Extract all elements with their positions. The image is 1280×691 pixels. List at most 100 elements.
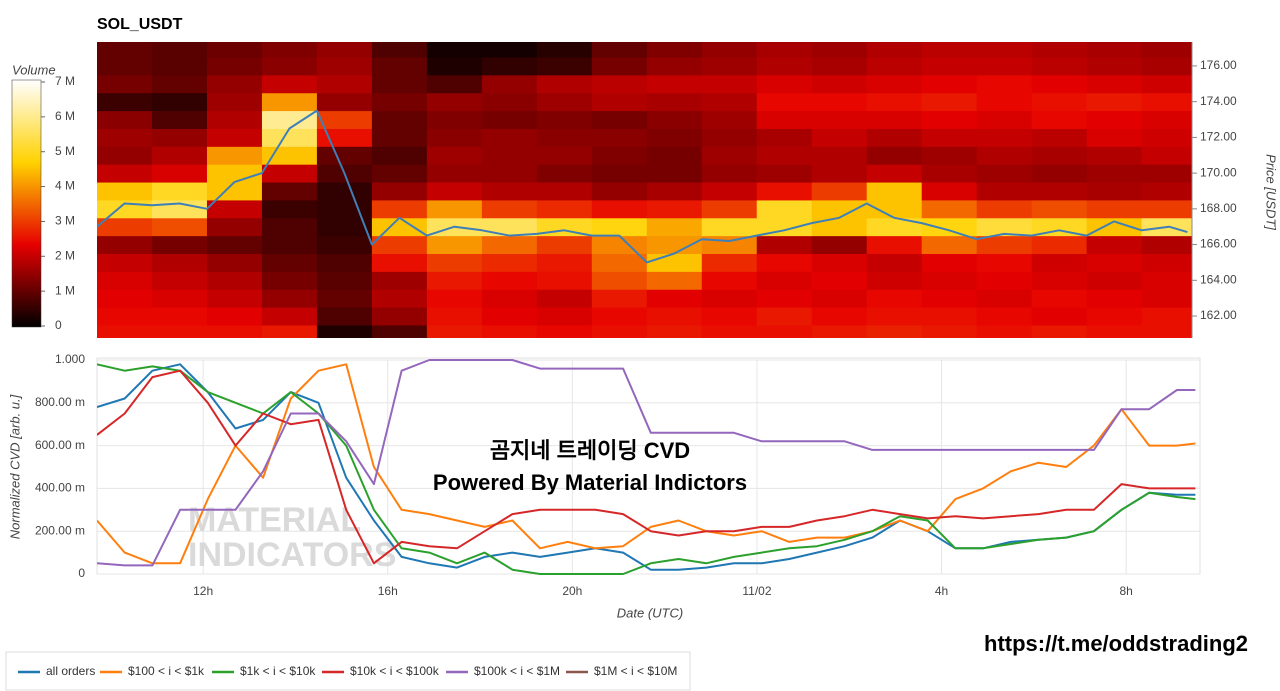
legend-label: $100k < i < $1M bbox=[474, 664, 560, 678]
colorbar-tick-label: 0 bbox=[55, 318, 62, 332]
heatmap-cell bbox=[97, 42, 153, 58]
heatmap-cell bbox=[1031, 324, 1088, 338]
heatmap-cell bbox=[151, 217, 208, 237]
heatmap-cell bbox=[646, 146, 703, 165]
heatmap-cell bbox=[536, 74, 593, 94]
heatmap-cell bbox=[646, 74, 703, 94]
heatmap-cell bbox=[1086, 74, 1143, 94]
heatmap-cell bbox=[1086, 92, 1143, 112]
y2-tick-label: 174.00 bbox=[1200, 94, 1237, 108]
heatmap-cell bbox=[261, 164, 318, 183]
heatmap-cell bbox=[151, 128, 208, 147]
heatmap-cell bbox=[481, 146, 538, 165]
heatmap-cell bbox=[1031, 253, 1088, 272]
heatmap-cell bbox=[1031, 182, 1088, 201]
heatmap-cell bbox=[151, 289, 208, 308]
heatmap-cell bbox=[261, 324, 318, 338]
heatmap-cell bbox=[591, 57, 648, 76]
heatmap-cell bbox=[756, 182, 813, 201]
heatmap-cell bbox=[316, 182, 373, 201]
x-tick-label: 12h bbox=[193, 584, 213, 598]
heatmap-cell bbox=[591, 146, 648, 165]
heatmap-cell bbox=[371, 42, 428, 58]
heatmap-cell bbox=[866, 146, 923, 165]
heatmap-cell bbox=[646, 92, 703, 112]
heatmap-cell bbox=[1086, 164, 1143, 183]
heatmap-cell bbox=[811, 110, 868, 129]
heatmap-cell bbox=[206, 74, 263, 94]
heatmap-cell bbox=[426, 164, 483, 183]
heatmap-cell bbox=[1141, 92, 1192, 112]
heatmap-cell bbox=[536, 289, 593, 308]
heatmap-cell bbox=[536, 253, 593, 272]
heatmap-cell bbox=[976, 182, 1033, 201]
heatmap-cell bbox=[646, 57, 703, 76]
heatmap-cell bbox=[591, 235, 648, 255]
heatmap-cell bbox=[1031, 164, 1088, 183]
plot-area bbox=[96, 357, 1201, 575]
heatmap-cell bbox=[151, 324, 208, 338]
legend-label: all orders bbox=[46, 664, 95, 678]
heatmap-cell bbox=[1086, 128, 1143, 147]
heatmap-cell bbox=[976, 128, 1033, 147]
heatmap-cell bbox=[1141, 128, 1192, 147]
heatmap-cell bbox=[151, 307, 208, 326]
heatmap-cell bbox=[206, 110, 263, 129]
legend-label: $100 < i < $1k bbox=[128, 664, 205, 678]
heatmap-cell bbox=[646, 235, 703, 255]
heatmap-cell bbox=[151, 235, 208, 255]
colorbar-tick-label: 6 M bbox=[55, 109, 75, 123]
heatmap-cell bbox=[371, 57, 428, 76]
heatmap-cell bbox=[701, 253, 758, 272]
heatmap-cell bbox=[316, 289, 373, 308]
heatmap-cell bbox=[811, 74, 868, 94]
heatmap-cell bbox=[866, 74, 923, 94]
x-tick-label: 4h bbox=[935, 584, 948, 598]
colorbar-tick-label: 5 M bbox=[55, 144, 75, 158]
price-line bbox=[97, 109, 1188, 264]
heatmap-cell bbox=[976, 164, 1033, 183]
heatmap-cell bbox=[426, 253, 483, 272]
heatmap-cell bbox=[97, 110, 153, 129]
y-tick-label: 800.00 m bbox=[35, 395, 85, 409]
heatmap-cell bbox=[756, 57, 813, 76]
annotation: Powered By Material Indictors bbox=[433, 470, 747, 495]
heatmap-cell bbox=[701, 217, 758, 237]
heatmap-cell bbox=[811, 42, 868, 58]
heatmap-cell bbox=[1031, 307, 1088, 326]
heatmap-cell bbox=[151, 57, 208, 76]
heatmap-cell bbox=[921, 217, 978, 237]
heatmap-cell bbox=[481, 42, 538, 58]
heatmap-cell bbox=[811, 128, 868, 147]
heatmap-cell bbox=[866, 57, 923, 76]
heatmap-cell bbox=[481, 57, 538, 76]
heatmap-cell bbox=[481, 110, 538, 129]
heatmap-cell bbox=[371, 289, 428, 308]
watermark: INDICATORS bbox=[188, 536, 396, 574]
heatmap-cell bbox=[701, 74, 758, 94]
heatmap-cell bbox=[701, 57, 758, 76]
heatmap-cell bbox=[976, 271, 1033, 290]
heatmap-cell bbox=[1141, 199, 1192, 219]
heatmap-cell bbox=[316, 253, 373, 272]
heatmap-cell bbox=[811, 182, 868, 201]
heatmap-cell bbox=[756, 128, 813, 147]
heatmap-cell bbox=[866, 307, 923, 326]
footer-link[interactable]: https://t.me/oddstrading2 bbox=[984, 631, 1248, 656]
heatmap-cell bbox=[97, 235, 153, 255]
heatmap-cell bbox=[1141, 307, 1192, 326]
heatmap-cell bbox=[921, 146, 978, 165]
heatmap-cell bbox=[426, 182, 483, 201]
heatmap-cell bbox=[921, 235, 978, 255]
heatmap-cell bbox=[756, 217, 813, 237]
heatmap-cell bbox=[316, 146, 373, 165]
heatmap-cell bbox=[371, 128, 428, 147]
y-tick-label: 600.00 m bbox=[35, 438, 85, 452]
heatmap-cell bbox=[97, 182, 153, 201]
heatmap-cell bbox=[866, 289, 923, 308]
heatmap-cell bbox=[316, 271, 373, 290]
heatmap-cell bbox=[97, 289, 153, 308]
